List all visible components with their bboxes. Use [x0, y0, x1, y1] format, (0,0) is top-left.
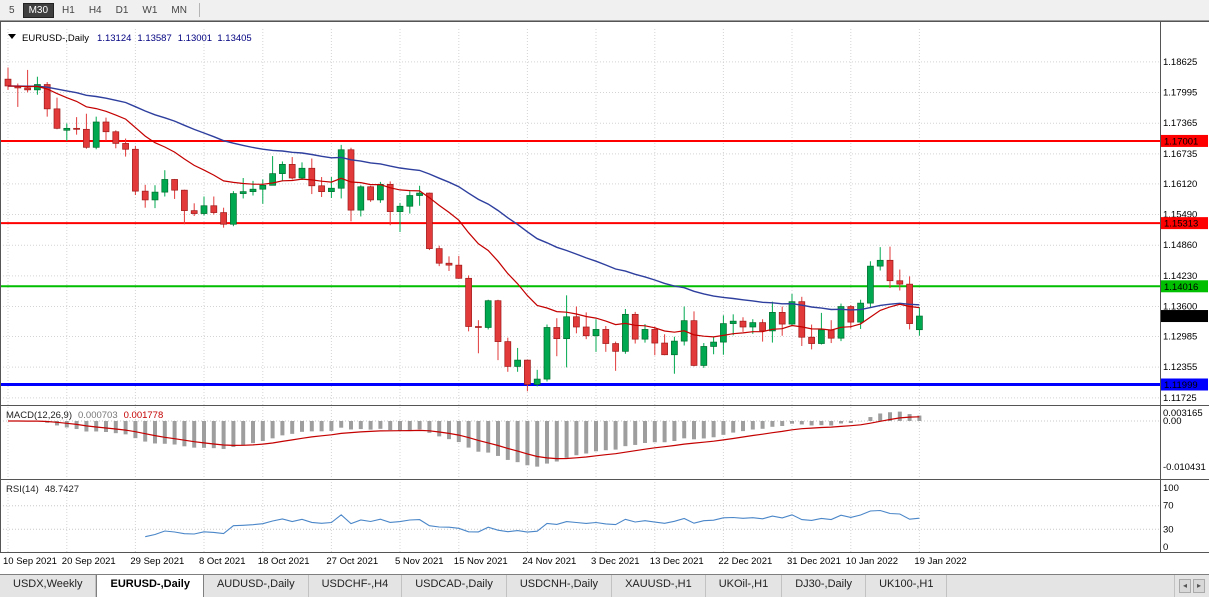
- svg-text:20 Sep 2021: 20 Sep 2021: [62, 556, 116, 567]
- chart-tab-dj30-daily[interactable]: DJ30-,Daily: [782, 575, 867, 597]
- svg-text:27 Oct 2021: 27 Oct 2021: [326, 556, 378, 567]
- chart-header: EURUSD-,Daily 1.13124 1.13587 1.13001 1.1340…: [8, 33, 252, 44]
- price-axis-labels[interactable]: 1.18625 1.17995 1.17365 1.16735 1.16120 1.154…: [1163, 57, 1197, 404]
- svg-text:0: 0: [1163, 542, 1168, 553]
- rsi-layer: [145, 509, 920, 538]
- svg-text:1.17001: 1.17001: [1164, 136, 1198, 147]
- svg-text:3 Dec 2021: 3 Dec 2021: [591, 556, 640, 567]
- svg-text:-0.010431: -0.010431: [1163, 462, 1206, 473]
- rsi-line: [145, 509, 920, 538]
- svg-text:5 Nov 2021: 5 Nov 2021: [395, 556, 444, 567]
- svg-text:10 Sep 2021: 10 Sep 2021: [3, 556, 57, 567]
- svg-text:13 Dec 2021: 13 Dec 2021: [650, 556, 704, 567]
- period-button-h1[interactable]: H1: [62, 4, 75, 16]
- macd-histogram: [15, 411, 922, 467]
- chart-tab-usdcad-daily[interactable]: USDCAD-,Daily: [402, 575, 507, 597]
- chart-tab-uk100-h1[interactable]: UK100-,H1: [866, 575, 948, 597]
- chart-area: 1.18625 1.17995 1.17365 1.16735 1.16120 1.154…: [0, 21, 1209, 574]
- svg-text:1.12985: 1.12985: [1163, 331, 1197, 342]
- svg-text:30: 30: [1163, 524, 1174, 535]
- svg-text:1.11999: 1.11999: [1164, 380, 1198, 391]
- svg-text:8 Oct 2021: 8 Oct 2021: [199, 556, 245, 567]
- svg-text:70: 70: [1163, 501, 1174, 512]
- chart-dropdown-icon: [8, 34, 16, 39]
- grid-layer: [0, 29, 1160, 552]
- svg-text:18 Oct 2021: 18 Oct 2021: [258, 556, 310, 567]
- period-button-w1[interactable]: W1: [142, 4, 158, 16]
- chart-tab-usdx-weekly[interactable]: USDX,Weekly: [0, 575, 97, 597]
- svg-text:1.16735: 1.16735: [1163, 149, 1197, 160]
- chart-tab-ukoil-h1[interactable]: UKOil-,H1: [705, 575, 783, 597]
- svg-text:19 Jan 2022: 19 Jan 2022: [914, 556, 966, 567]
- svg-text:1.15490: 1.15490: [1163, 210, 1197, 221]
- svg-text:31 Dec 2021: 31 Dec 2021: [787, 556, 841, 567]
- toolbar-separator: [198, 3, 200, 17]
- chart-tab-usdchf-h4[interactable]: USDCHF-,H4: [308, 575, 403, 597]
- svg-text:1.11725: 1.11725: [1163, 393, 1197, 404]
- tab-scroll-left-icon[interactable]: ◂: [1178, 579, 1191, 593]
- chart-tab-xauusd-h1[interactable]: XAUUSD-,H1: [612, 575, 706, 597]
- svg-text:1.13600: 1.13600: [1163, 302, 1197, 313]
- svg-text:1.14016: 1.14016: [1164, 282, 1198, 293]
- svg-text:RSI(14)48.7427: RSI(14) 48.7427: [6, 484, 79, 495]
- chart-tabs-bar: USDX,Weekly EURUSD-,Daily AUDUSD-,Daily USD…: [0, 574, 1209, 597]
- svg-text:1.15313: 1.15313: [1164, 219, 1198, 230]
- timeframe-toolbar: 5 M30 H1 H4 D1 W1 MN: [0, 0, 1209, 21]
- period-button-m30[interactable]: M30: [22, 2, 55, 18]
- svg-text:10 Jan 2022: 10 Jan 2022: [846, 556, 898, 567]
- svg-text:24 Nov 2021: 24 Nov 2021: [522, 556, 576, 567]
- svg-text:1.17365: 1.17365: [1163, 118, 1197, 129]
- svg-text:1.13405: 1.13405: [1164, 312, 1198, 323]
- period-button-h4[interactable]: H4: [88, 4, 102, 16]
- svg-text:0.003165: 0.003165: [1163, 408, 1203, 419]
- svg-text:1.18625: 1.18625: [1163, 57, 1197, 68]
- price-badges: 1.17001 1.15313 1.14016 1.11999 1.13405: [1161, 134, 1208, 391]
- chart-tab-eurusd-daily[interactable]: EURUSD-,Daily: [96, 575, 204, 597]
- tab-scroll-right-icon[interactable]: ▸: [1192, 579, 1205, 593]
- svg-text:1.14860: 1.14860: [1163, 240, 1197, 251]
- date-axis-labels[interactable]: 10 Sep 2021 20 Sep 2021 29 Sep 2021 8 Oct 2…: [3, 556, 967, 567]
- svg-text:29 Sep 2021: 29 Sep 2021: [130, 556, 184, 567]
- moving-averages-layer: [7, 85, 920, 338]
- panel-borders: [0, 21, 1209, 553]
- macd-signal-layer: [8, 416, 920, 460]
- chart-tab-usdcnh-daily[interactable]: USDCNH-,Daily: [506, 575, 613, 597]
- chart-title: EURUSD-,Daily 1.13124 1.13587 1.13001 1.1340…: [22, 33, 252, 44]
- rsi-axis-labels: 100 70 30 0: [1163, 483, 1179, 553]
- period-button-mn[interactable]: MN: [171, 4, 187, 16]
- svg-text:15 Nov 2021: 15 Nov 2021: [454, 556, 508, 567]
- svg-text:1.14230: 1.14230: [1163, 271, 1197, 282]
- svg-text:100: 100: [1163, 483, 1179, 494]
- macd-signal-line: [8, 416, 920, 460]
- svg-text:22 Dec 2021: 22 Dec 2021: [718, 556, 772, 567]
- svg-text:1.17995: 1.17995: [1163, 88, 1197, 99]
- rsi-label: RSI(14) 48.7427: [6, 484, 79, 495]
- period-button-5[interactable]: 5: [9, 4, 15, 16]
- ma-fast-line: [7, 85, 920, 338]
- horizontal-level-lines: [0, 139, 1160, 386]
- svg-text:0.00: 0.00: [1163, 416, 1182, 427]
- svg-text:1.16120: 1.16120: [1163, 179, 1197, 190]
- chart-canvas[interactable]: 1.18625 1.17995 1.17365 1.16735 1.16120 1.154…: [0, 21, 1209, 569]
- period-button-d1[interactable]: D1: [115, 4, 129, 16]
- ma-slow-line: [7, 85, 920, 311]
- candles-layer: [4, 67, 923, 392]
- svg-text:1.12355: 1.12355: [1163, 362, 1197, 373]
- chart-tab-audusd-daily[interactable]: AUDUSD-,Daily: [203, 575, 309, 597]
- tab-scroll-control: ◂ ▸: [1173, 575, 1209, 597]
- macd-label: MACD(12,26,9) 0.000703 0.001778: [6, 410, 163, 421]
